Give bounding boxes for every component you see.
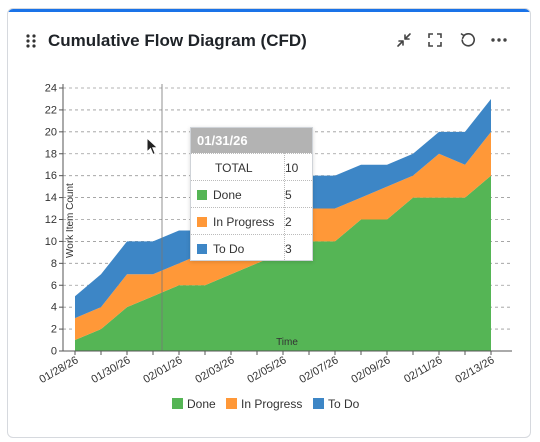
tooltip-total-row: TOTAL 10 (191, 153, 312, 180)
y-tick-label: 20 (45, 126, 57, 138)
x-tick-label: 02/13/26 (453, 354, 496, 386)
drag-handle-icon[interactable] (26, 34, 37, 53)
x-tick-label: 02/03/26 (193, 354, 236, 386)
tooltip-row-value: 2 (285, 215, 292, 229)
tooltip-row-in-progress: In Progress 2 (191, 207, 312, 234)
legend-label: In Progress (241, 397, 302, 411)
legend-item-done[interactable]: Done (172, 397, 216, 411)
x-tick-label: 02/07/26 (297, 354, 340, 386)
y-tick-label: 14 (45, 192, 57, 204)
more-icon[interactable] (490, 31, 508, 49)
collapse-icon[interactable] (395, 31, 413, 49)
y-tick-label: 4 (51, 302, 57, 314)
in-progress-swatch (197, 217, 207, 227)
tooltip-row-label: To Do (213, 242, 245, 256)
tooltip-total-value: 10 (285, 161, 299, 175)
x-tick-label: 02/09/26 (349, 354, 392, 386)
legend-item-in-progress[interactable]: In Progress (226, 397, 302, 411)
y-tick-label: 16 (45, 170, 57, 182)
refresh-icon[interactable] (459, 31, 477, 49)
y-tick-label: 2 (51, 324, 57, 336)
y-tick-label: 24 (45, 83, 57, 95)
legend-label: To Do (328, 397, 360, 411)
y-axis-label: Work Item Count (65, 183, 76, 258)
x-tick-label: 01/28/26 (37, 354, 80, 386)
y-tick-label: 10 (45, 236, 57, 248)
x-tick-label: 02/11/26 (402, 354, 444, 385)
y-tick-label: 12 (45, 214, 57, 226)
tooltip-row-done: Done 5 (191, 180, 312, 207)
widget-title: Cumulative Flow Diagram (CFD) (48, 31, 307, 50)
legend-swatch (313, 398, 324, 409)
legend-swatch (172, 398, 183, 409)
x-axis-label: Time (276, 337, 298, 348)
tooltip-row-label: In Progress (213, 215, 275, 229)
tooltip-row-label: Done (213, 188, 242, 202)
tooltip-total-label: TOTAL (215, 161, 253, 175)
tooltip-row-value: 5 (285, 188, 292, 202)
tooltip-row-to-do: To Do 3 (191, 234, 312, 261)
legend-item-to-do[interactable]: To Do (313, 397, 360, 411)
x-tick-label: 02/01/26 (141, 354, 184, 386)
legend-label: Done (187, 397, 216, 411)
y-tick-label: 22 (45, 104, 57, 116)
y-tick-label: 0 (51, 346, 57, 358)
tooltip-column-divider (284, 153, 285, 260)
y-tick-label: 18 (45, 148, 57, 160)
y-tick-label: 8 (51, 258, 57, 270)
chart-legend: Done In Progress To Do (172, 397, 360, 411)
tooltip-date: 01/31/26 (191, 128, 312, 153)
x-tick-label: 02/05/26 (245, 354, 288, 386)
done-swatch (197, 190, 207, 200)
widget-header: Cumulative Flow Diagram (CFD) (8, 27, 530, 55)
widget-accent-bar (8, 9, 530, 12)
x-tick-label: 01/30/26 (89, 354, 132, 386)
mouse-pointer-icon (146, 136, 160, 162)
tooltip-row-value: 3 (285, 242, 292, 256)
legend-swatch (226, 398, 237, 409)
fullscreen-icon[interactable] (426, 31, 444, 49)
chart-tooltip: 01/31/26 TOTAL 10 Done 5 In Progress 2 T… (190, 127, 313, 261)
y-tick-label: 6 (51, 280, 57, 292)
to-do-swatch (197, 244, 207, 254)
